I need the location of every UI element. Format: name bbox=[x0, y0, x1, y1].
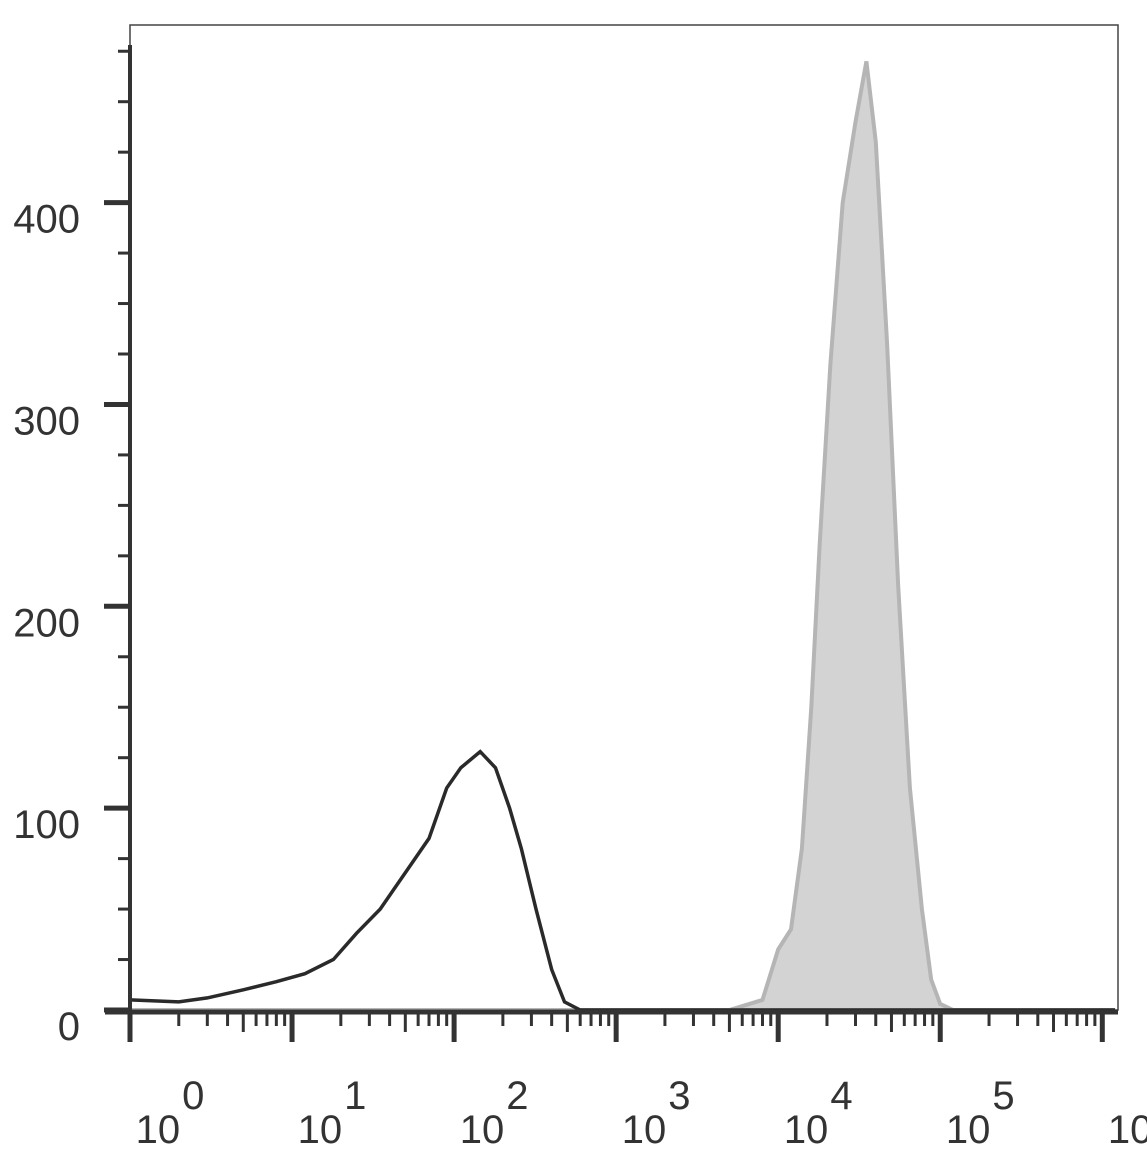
x-tick-label: 106 bbox=[1108, 1074, 1147, 1152]
x-tick-label: 104 bbox=[784, 1074, 853, 1152]
line-histogram bbox=[129, 749, 1116, 1012]
y-tick-label: 0 bbox=[58, 1005, 80, 1049]
plot-frame bbox=[129, 24, 1119, 1011]
x-tick-base: 10 bbox=[136, 1108, 181, 1152]
x-tick-exponent: 1 bbox=[344, 1074, 366, 1118]
x-tick-exponent: 5 bbox=[992, 1074, 1014, 1118]
y-tick-label: 100 bbox=[13, 803, 80, 847]
x-tick-base: 10 bbox=[298, 1108, 343, 1152]
x-tick-base: 10 bbox=[460, 1108, 505, 1152]
y-tick-label: 200 bbox=[13, 601, 80, 645]
y-tick-label: 400 bbox=[13, 198, 80, 242]
x-tick-base: 10 bbox=[946, 1108, 991, 1152]
x-tick-base: 10 bbox=[1108, 1108, 1147, 1152]
x-tick-exponent: 3 bbox=[668, 1074, 690, 1118]
x-tick-label: 102 bbox=[460, 1074, 529, 1152]
x-tick-base: 10 bbox=[784, 1108, 829, 1152]
x-tick-label: 103 bbox=[622, 1074, 691, 1152]
x-tick-exponent: 0 bbox=[182, 1074, 204, 1118]
x-tick-label: 100 bbox=[136, 1074, 205, 1152]
filled-histogram bbox=[130, 60, 1116, 1012]
x-tick-base: 10 bbox=[622, 1108, 667, 1152]
x-tick-label: 105 bbox=[946, 1074, 1015, 1152]
x-tick-label: 101 bbox=[298, 1074, 367, 1152]
x-tick-exponent: 4 bbox=[830, 1074, 852, 1118]
y-tick-label: 300 bbox=[13, 399, 80, 443]
x-tick-exponent: 2 bbox=[506, 1074, 528, 1118]
